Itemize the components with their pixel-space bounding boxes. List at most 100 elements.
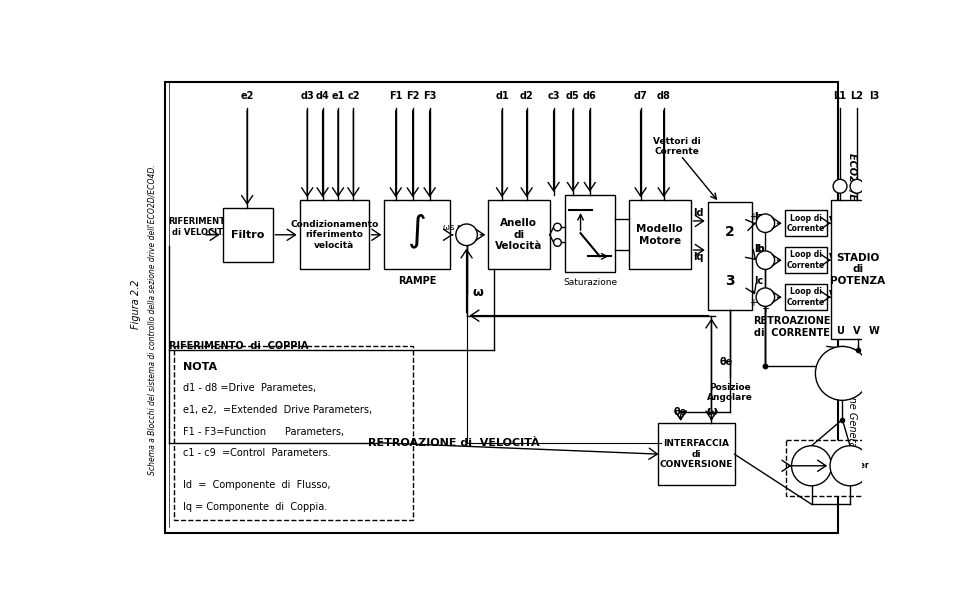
- Text: -: -: [766, 222, 771, 232]
- Text: +: +: [758, 215, 766, 225]
- Bar: [223, 208, 273, 262]
- Text: e1: e1: [331, 91, 345, 101]
- Text: Schema a Blocchi del sistema di controllo della sezione drive dell'ECO2D/ECO4D.: Schema a Blocchi del sistema di controll…: [147, 164, 156, 475]
- Text: Anello
di
Velocità: Anello di Velocità: [495, 218, 542, 252]
- Text: W: W: [869, 326, 879, 336]
- Text: ∫: ∫: [407, 214, 426, 248]
- Text: Loop di
Corrente: Loop di Corrente: [786, 214, 825, 233]
- Text: U: U: [836, 326, 844, 336]
- Bar: [658, 423, 734, 485]
- Text: RETROAZIONE
di  CORRENTE: RETROAZIONE di CORRENTE: [754, 317, 831, 338]
- Text: θe: θe: [719, 357, 732, 367]
- Bar: [784, 247, 827, 273]
- Text: Posizioe
Angolare: Posizioe Angolare: [707, 383, 753, 403]
- Text: Id: Id: [693, 208, 704, 218]
- Text: F1 - F3=Function      Parameters,: F1 - F3=Function Parameters,: [183, 426, 345, 437]
- Text: +: +: [758, 252, 766, 262]
- Text: ω: ω: [472, 286, 484, 299]
- Text: d7: d7: [634, 91, 647, 101]
- Text: +: +: [761, 304, 769, 314]
- Text: 3: 3: [725, 274, 734, 288]
- Text: l3: l3: [869, 91, 879, 101]
- Text: INTERFACCIA
di
CONVERSIONE: INTERFACCIA di CONVERSIONE: [660, 439, 732, 469]
- Circle shape: [792, 446, 831, 486]
- Text: +: +: [758, 289, 766, 299]
- Text: L2: L2: [851, 91, 863, 101]
- Text: Vc: Vc: [828, 290, 842, 300]
- Text: d6: d6: [583, 91, 597, 101]
- Text: L1: L1: [833, 91, 847, 101]
- Circle shape: [815, 347, 870, 400]
- Bar: [384, 200, 449, 269]
- Text: RIFERIMENTO  di  COPPIA: RIFERIMENTO di COPPIA: [169, 342, 308, 351]
- Text: Encoder: Encoder: [794, 461, 829, 470]
- Text: F2: F2: [406, 91, 420, 101]
- Bar: [565, 195, 615, 272]
- Text: F1: F1: [389, 91, 402, 101]
- Circle shape: [833, 179, 847, 193]
- Circle shape: [456, 224, 477, 245]
- Text: 2: 2: [725, 225, 734, 239]
- Text: +: +: [749, 298, 757, 308]
- Text: Condizionamento
riferimento
velocità: Condizionamento riferimento velocità: [290, 220, 378, 250]
- Text: -: -: [460, 234, 466, 247]
- Text: Iq: Iq: [693, 252, 704, 262]
- Text: NOTA: NOTA: [183, 362, 217, 372]
- Circle shape: [850, 179, 864, 193]
- Circle shape: [867, 179, 881, 193]
- Text: e1, e2,  =Extended  Drive Parameters,: e1, e2, =Extended Drive Parameters,: [183, 405, 372, 415]
- Text: Descrizione Generale: Descrizione Generale: [848, 352, 857, 456]
- Text: d2: d2: [519, 91, 534, 101]
- Text: Loop di
Corrente: Loop di Corrente: [786, 287, 825, 307]
- Text: Ib: Ib: [755, 244, 765, 254]
- Text: d1 - d8 =Drive  Parametes,: d1 - d8 =Drive Parametes,: [183, 384, 317, 393]
- Text: c3: c3: [547, 91, 560, 101]
- Text: Modello
Motore: Modello Motore: [636, 224, 684, 245]
- Circle shape: [830, 446, 870, 486]
- Bar: [786, 440, 870, 496]
- Text: Figura 2.2: Figura 2.2: [132, 280, 141, 329]
- Text: Saturazione: Saturazione: [564, 278, 617, 287]
- Text: RETROAZIONE di  VELOCITÀ: RETROAZIONE di VELOCITÀ: [368, 438, 540, 448]
- Bar: [629, 200, 690, 269]
- Circle shape: [554, 239, 562, 246]
- Text: Vettori di
Corrente: Vettori di Corrente: [653, 136, 701, 156]
- Text: c1 - c9  =Control  Parameters.: c1 - c9 =Control Parameters.: [183, 448, 331, 458]
- Text: d1: d1: [495, 91, 509, 101]
- Text: d8: d8: [657, 91, 671, 101]
- Text: Va: Va: [828, 216, 842, 226]
- Bar: [830, 200, 885, 339]
- Text: Loop di
Corrente: Loop di Corrente: [786, 250, 825, 270]
- Text: ω: ω: [706, 406, 717, 418]
- Text: d5: d5: [566, 91, 580, 101]
- Text: STADIO
di
POTENZA: STADIO di POTENZA: [830, 253, 885, 286]
- Text: V: V: [853, 326, 861, 336]
- Text: Iq = Componente  di  Coppia.: Iq = Componente di Coppia.: [183, 502, 327, 512]
- Text: Motore: Motore: [823, 368, 862, 378]
- Text: Resolver: Resolver: [831, 461, 869, 470]
- Text: -: -: [766, 296, 771, 306]
- Text: Ib: Ib: [755, 244, 765, 254]
- Circle shape: [756, 214, 775, 233]
- Text: Filtro: Filtro: [230, 230, 264, 240]
- Bar: [784, 284, 827, 310]
- Text: d3: d3: [300, 91, 314, 101]
- Text: d4: d4: [316, 91, 329, 101]
- Bar: [174, 347, 413, 519]
- Text: -: -: [766, 259, 771, 269]
- Text: Ia: Ia: [755, 212, 764, 222]
- Circle shape: [756, 251, 775, 269]
- Bar: [488, 200, 550, 269]
- Text: Vb: Vb: [828, 253, 843, 263]
- Text: c2: c2: [348, 91, 360, 101]
- Text: +: +: [749, 212, 757, 222]
- Text: RIFERIMENTO
di VELOCITÀ: RIFERIMENTO di VELOCITÀ: [169, 217, 232, 237]
- Text: Id  =  Componente  di  Flusso,: Id = Componente di Flusso,: [183, 481, 331, 490]
- Text: +: +: [458, 226, 468, 236]
- Text: RAMPE: RAMPE: [397, 276, 436, 286]
- Text: ECO2D/ECO4D - Capitolo 2:: ECO2D/ECO4D - Capitolo 2:: [848, 153, 857, 301]
- Text: Ia: Ia: [755, 212, 764, 222]
- Text: ωs p: ωs p: [444, 222, 463, 231]
- Text: e2: e2: [240, 91, 253, 101]
- Bar: [300, 200, 369, 269]
